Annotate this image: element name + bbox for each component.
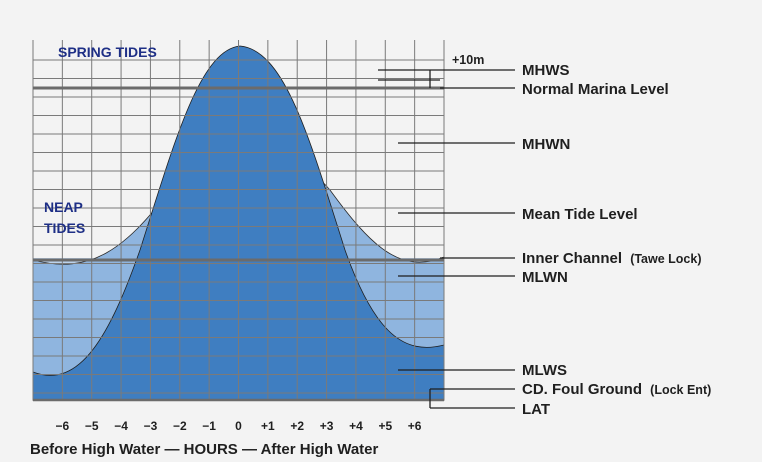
hour-tick-label: −2 bbox=[173, 419, 187, 433]
hour-tick-label: +5 bbox=[378, 419, 392, 433]
hour-tick-label: −5 bbox=[85, 419, 99, 433]
hour-tick-label: −6 bbox=[56, 419, 70, 433]
hour-tick-label: +2 bbox=[290, 419, 304, 433]
label-mhws: MHWS bbox=[522, 62, 570, 79]
hour-tick-label: +4 bbox=[349, 419, 363, 433]
hour-tick-label: +1 bbox=[261, 419, 275, 433]
label-mean-tide: Mean Tide Level bbox=[522, 206, 638, 223]
label-inner-channel-suffix: (Tawe Lock) bbox=[630, 252, 701, 266]
label-cd-suffix: (Lock Ent) bbox=[650, 383, 711, 397]
hour-tick-label: 0 bbox=[235, 419, 242, 433]
label-lat: LAT bbox=[522, 401, 550, 418]
leader-lines bbox=[378, 69, 515, 409]
label-inner-channel: Inner Channel (Tawe Lock) bbox=[522, 250, 702, 267]
hour-tick-label: +6 bbox=[408, 419, 422, 433]
hour-tick-label: −3 bbox=[144, 419, 158, 433]
spring-tides-title: SPRING TIDES bbox=[58, 44, 157, 60]
label-mlws: MLWS bbox=[522, 362, 567, 379]
label-marina: Normal Marina Level bbox=[522, 81, 669, 98]
hour-tick-label: −4 bbox=[114, 419, 128, 433]
label-mhwn: MHWN bbox=[522, 136, 570, 153]
grid bbox=[32, 40, 445, 400]
label-cd-main: CD. Foul Ground bbox=[522, 381, 642, 398]
hour-tick-label: −1 bbox=[202, 419, 216, 433]
label-mlwn: MLWN bbox=[522, 269, 568, 286]
label-inner-channel-main: Inner Channel bbox=[522, 250, 622, 267]
hour-tick-label: +3 bbox=[320, 419, 334, 433]
top-mark: +10m bbox=[452, 53, 484, 67]
label-cd-foul-ground: CD. Foul Ground (Lock Ent) bbox=[522, 381, 711, 398]
neap-tides-title-line1: NEAP bbox=[44, 199, 83, 215]
x-axis-caption: Before High Water — HOURS — After High W… bbox=[30, 441, 379, 458]
neap-tides-title-line2: TIDES bbox=[44, 220, 85, 236]
hour-axis: −6 −5 −4 −3 −2 −1 0 +1 +2 +3 +4 +5 +6 bbox=[56, 419, 422, 433]
